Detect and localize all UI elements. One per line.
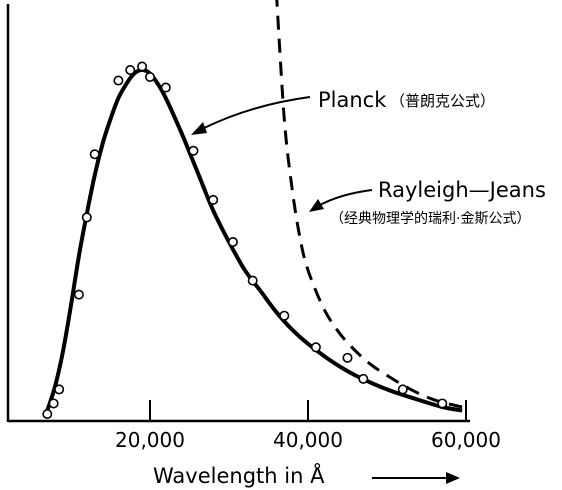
series-layer xyxy=(45,0,463,413)
data-point xyxy=(125,65,136,76)
x-tick-labels: 20,000 40,000 60,000 xyxy=(115,428,501,452)
rayleigh-jeans-sublabel: （经典物理学的瑞利·金斯公式） xyxy=(330,211,530,227)
planck-curve xyxy=(45,68,463,413)
x-tick-label: 40,000 xyxy=(273,428,343,452)
data-point xyxy=(310,342,321,353)
rayleigh-jeans-curve xyxy=(275,0,463,409)
data-point xyxy=(160,82,171,93)
data-point xyxy=(73,289,84,300)
x-axis-label: Wavelength in Å xyxy=(153,462,325,488)
planck-sublabel: （普朗克公式） xyxy=(390,92,495,110)
data-point xyxy=(397,384,408,395)
data-point xyxy=(358,373,369,384)
data-point xyxy=(342,352,353,363)
data-point xyxy=(437,398,448,409)
data-point xyxy=(81,212,92,223)
data-point xyxy=(89,149,100,160)
x-ticks xyxy=(149,400,467,422)
marker-layer xyxy=(42,61,448,419)
planck-label: Planck xyxy=(318,88,387,112)
data-point xyxy=(137,61,148,72)
data-point xyxy=(48,398,59,409)
data-point xyxy=(279,310,290,321)
data-point xyxy=(227,236,238,247)
x-tick-label: 60,000 xyxy=(431,428,501,452)
data-point xyxy=(188,145,199,156)
data-point xyxy=(113,75,124,86)
data-point xyxy=(42,408,53,419)
x-tick-label: 20,000 xyxy=(115,428,185,452)
rayleigh-jeans-arrow xyxy=(309,189,373,212)
planck-arrow xyxy=(191,96,311,135)
data-point xyxy=(247,275,258,286)
data-point xyxy=(145,72,156,83)
rayleigh-jeans-label: Rayleigh—Jeans xyxy=(378,178,546,202)
x-axis-arrow xyxy=(372,472,460,484)
data-point xyxy=(54,384,65,395)
data-point xyxy=(208,194,219,205)
